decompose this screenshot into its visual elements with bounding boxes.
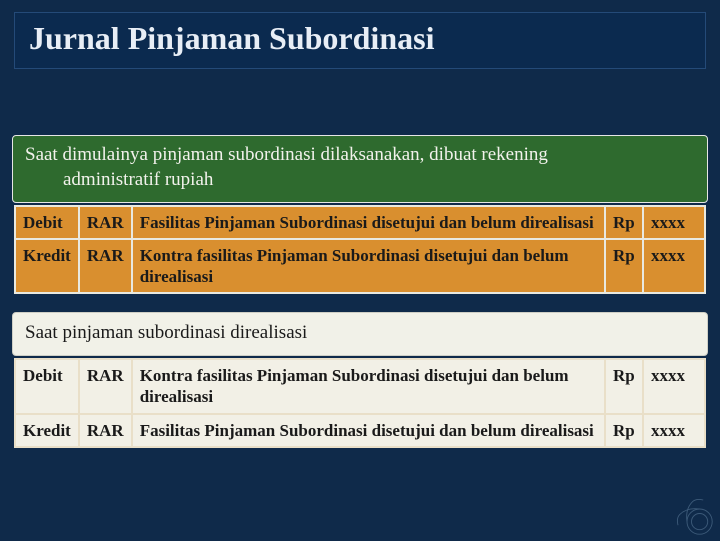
cell-amt: xxxx (643, 239, 705, 294)
cell-rar: RAR (79, 239, 132, 294)
cell-rar: RAR (79, 414, 132, 447)
slide-title: Jurnal Pinjaman Subordinasi (29, 21, 691, 56)
cell-rp: Rp (605, 359, 643, 414)
cell-desc: Fasilitas Pinjaman Subordinasi disetujui… (132, 206, 605, 239)
title-box: Jurnal Pinjaman Subordinasi (14, 12, 706, 69)
section1-line1: Saat dimulainya pinjaman subordinasi dil… (25, 144, 548, 165)
slide: Jurnal Pinjaman Subordinasi Saat dimulai… (0, 0, 720, 540)
corner-ornament-icon (660, 482, 714, 536)
cell-type: Debit (15, 359, 79, 414)
cell-amt: xxxx (643, 206, 705, 239)
section1-description-box: Saat dimulainya pinjaman subordinasi dil… (12, 135, 708, 202)
cell-desc: Fasilitas Pinjaman Subordinasi disetujui… (132, 414, 605, 447)
cell-rar: RAR (79, 206, 132, 239)
cell-rp: Rp (605, 206, 643, 239)
cell-desc: Kontra fasilitas Pinjaman Subordinasi di… (132, 359, 605, 414)
cell-amt: xxxx (643, 414, 705, 447)
table-row: Debit RAR Fasilitas Pinjaman Subordinasi… (15, 206, 705, 239)
cell-rp: Rp (605, 239, 643, 294)
journal-table-2: Debit RAR Kontra fasilitas Pinjaman Subo… (14, 358, 706, 448)
cell-desc: Kontra fasilitas Pinjaman Subordinasi di… (132, 239, 605, 294)
section2-text: Saat pinjaman subordinasi direalisasi (25, 321, 695, 345)
cell-rp: Rp (605, 414, 643, 447)
cell-type: Debit (15, 206, 79, 239)
section2-description-box: Saat pinjaman subordinasi direalisasi (12, 312, 708, 356)
table-row: Debit RAR Kontra fasilitas Pinjaman Subo… (15, 359, 705, 414)
cell-amt: xxxx (643, 359, 705, 414)
table-row: Kredit RAR Kontra fasilitas Pinjaman Sub… (15, 239, 705, 294)
cell-type: Kredit (15, 414, 79, 447)
journal-table-1: Debit RAR Fasilitas Pinjaman Subordinasi… (14, 205, 706, 295)
section1-line2: administratif rupiah (25, 168, 695, 193)
table-row: Kredit RAR Fasilitas Pinjaman Subordinas… (15, 414, 705, 447)
cell-rar: RAR (79, 359, 132, 414)
section1-text: Saat dimulainya pinjaman subordinasi dil… (25, 143, 695, 192)
cell-type: Kredit (15, 239, 79, 294)
